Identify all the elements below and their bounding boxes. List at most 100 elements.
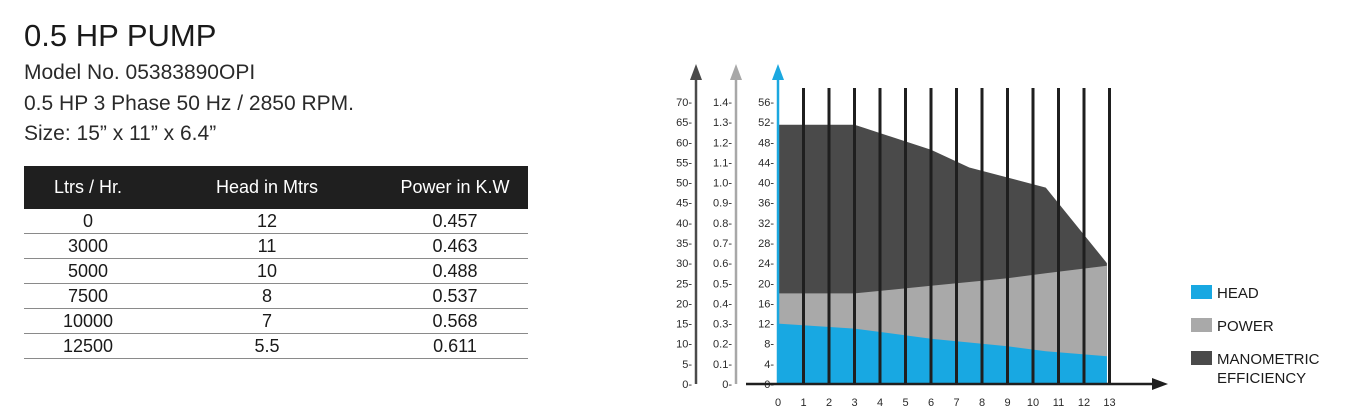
y-tick-label: 1.0- — [713, 178, 732, 190]
column-header-head: Head in Mtrs — [152, 166, 382, 209]
y-tick-label: 44- — [758, 157, 774, 169]
y-tick-label: 0- — [722, 379, 732, 391]
column-header-ltrs: Ltrs / Hr. — [24, 166, 152, 209]
cell-ltrs: 5000 — [24, 258, 152, 284]
size-line: Size: 15” x 11” x 6.4” — [24, 122, 217, 145]
cell-head: 7 — [152, 308, 382, 334]
y-tick-label: 35- — [676, 238, 692, 250]
table-row: 0 12 0.457 — [24, 209, 528, 234]
y-tick-label: 25- — [676, 278, 692, 290]
y-tick-label: 55- — [676, 157, 692, 169]
x-tick-label: 3 — [851, 397, 857, 409]
cell-ltrs: 0 — [24, 209, 152, 234]
y-tick-label: 0.1- — [713, 359, 732, 371]
table-row: 7500 8 0.537 — [24, 283, 528, 309]
y-axis-arrow-3 — [772, 64, 784, 80]
cell-power: 0.537 — [382, 283, 528, 309]
y-tick-label: 32- — [758, 218, 774, 230]
x-tick-label: 6 — [928, 397, 934, 409]
cell-power: 0.568 — [382, 308, 528, 334]
x-tick-label: 4 — [877, 397, 883, 409]
y-tick-label: 0.9- — [713, 198, 732, 210]
x-tick-label: 8 — [979, 397, 985, 409]
y-axis-arrow-2 — [730, 64, 742, 80]
page-title: 0.5 HP PUMP — [24, 18, 217, 53]
x-tick-label: 5 — [902, 397, 908, 409]
y-tick-label: 45- — [676, 198, 692, 210]
table-header-row: Ltrs / Hr. Head in Mtrs Power in K.W — [24, 166, 528, 209]
y-tick-label: 8- — [764, 339, 774, 351]
legend-swatch-3 — [1191, 351, 1212, 365]
pump-performance-chart: 0-5-10-15-20-25-30-35-40-45-50-55-60-65-… — [676, 64, 1320, 409]
y-tick-label: 50- — [676, 178, 692, 190]
y-tick-label: 0- — [682, 379, 692, 391]
cell-power: 0.488 — [382, 258, 528, 284]
legend-swatch-2 — [1191, 318, 1212, 332]
legend-label: MANOMETRIC — [1217, 351, 1320, 368]
cell-head: 10 — [152, 258, 382, 284]
x-tick-label: 7 — [953, 397, 959, 409]
table-row: 12500 5.5 0.611 — [24, 333, 528, 359]
y-tick-label: 0.7- — [713, 238, 732, 250]
y-tick-label: 1.3- — [713, 117, 732, 129]
y-tick-label: 0.5- — [713, 278, 732, 290]
column-header-power: Power in K.W — [382, 166, 528, 209]
y-tick-label: 40- — [676, 218, 692, 230]
x-tick-label: 9 — [1004, 397, 1010, 409]
y-tick-label: 65- — [676, 117, 692, 129]
y-tick-label: 1.4- — [713, 97, 732, 109]
cell-head: 5.5 — [152, 333, 382, 359]
table-row: 10000 7 0.568 — [24, 308, 528, 334]
y-tick-label: 16- — [758, 298, 774, 310]
y-tick-label: 4- — [764, 359, 774, 371]
cell-power: 0.457 — [382, 209, 528, 234]
cell-power: 0.611 — [382, 333, 528, 359]
y-tick-label: 52- — [758, 117, 774, 129]
legend-swatch-1 — [1191, 285, 1212, 299]
y-tick-label: 40- — [758, 178, 774, 190]
y-tick-label: 0.8- — [713, 218, 732, 230]
x-tick-label: 12 — [1078, 397, 1090, 409]
y-tick-label: 1.1- — [713, 157, 732, 169]
y-tick-label: 28- — [758, 238, 774, 250]
model-number: Model No. 05383890OPI — [24, 61, 256, 84]
x-axis-arrow — [1152, 378, 1168, 390]
x-tick-label: 2 — [826, 397, 832, 409]
x-tick-label: 10 — [1027, 397, 1039, 409]
y-axis-arrow-1 — [690, 64, 702, 80]
y-tick-label: 36- — [758, 198, 774, 210]
cell-ltrs: 7500 — [24, 283, 152, 309]
cell-ltrs: 12500 — [24, 333, 152, 359]
cell-power: 0.463 — [382, 233, 528, 259]
y-tick-label: 10- — [676, 339, 692, 351]
cell-head: 12 — [152, 209, 382, 234]
series-area-head — [778, 323, 1107, 384]
y-tick-label: 15- — [676, 319, 692, 331]
cell-ltrs: 3000 — [24, 233, 152, 259]
x-tick-label: 1 — [800, 397, 806, 409]
performance-table: Ltrs / Hr. Head in Mtrs Power in K.W 0 1… — [24, 166, 528, 359]
y-tick-label: 20- — [676, 298, 692, 310]
x-tick-label: 11 — [1053, 397, 1064, 409]
y-tick-label: 1.2- — [713, 137, 732, 149]
y-tick-label: 5- — [682, 359, 692, 371]
cell-head: 8 — [152, 283, 382, 309]
y-tick-label: 20- — [758, 278, 774, 290]
y-tick-label: 0.2- — [713, 339, 732, 351]
y-tick-label: 60- — [676, 137, 692, 149]
y-tick-label: 30- — [676, 258, 692, 270]
y-tick-label: 0.6- — [713, 258, 732, 270]
x-tick-label: 13 — [1103, 397, 1115, 409]
y-tick-label: 48- — [758, 137, 774, 149]
x-tick-label: 0 — [775, 397, 781, 409]
table-row: 5000 10 0.488 — [24, 258, 528, 284]
y-tick-label: 0.3- — [713, 319, 732, 331]
legend-label-line2: EFFICIENCY — [1217, 370, 1306, 387]
y-tick-label: 70- — [676, 97, 692, 109]
y-tick-label: 56- — [758, 97, 774, 109]
y-tick-label: 0.4- — [713, 298, 732, 310]
legend-label: POWER — [1217, 318, 1274, 335]
y-tick-label: 12- — [758, 319, 774, 331]
spec-line: 0.5 HP 3 Phase 50 Hz / 2850 RPM. — [24, 92, 354, 115]
table-row: 3000 11 0.463 — [24, 233, 528, 259]
